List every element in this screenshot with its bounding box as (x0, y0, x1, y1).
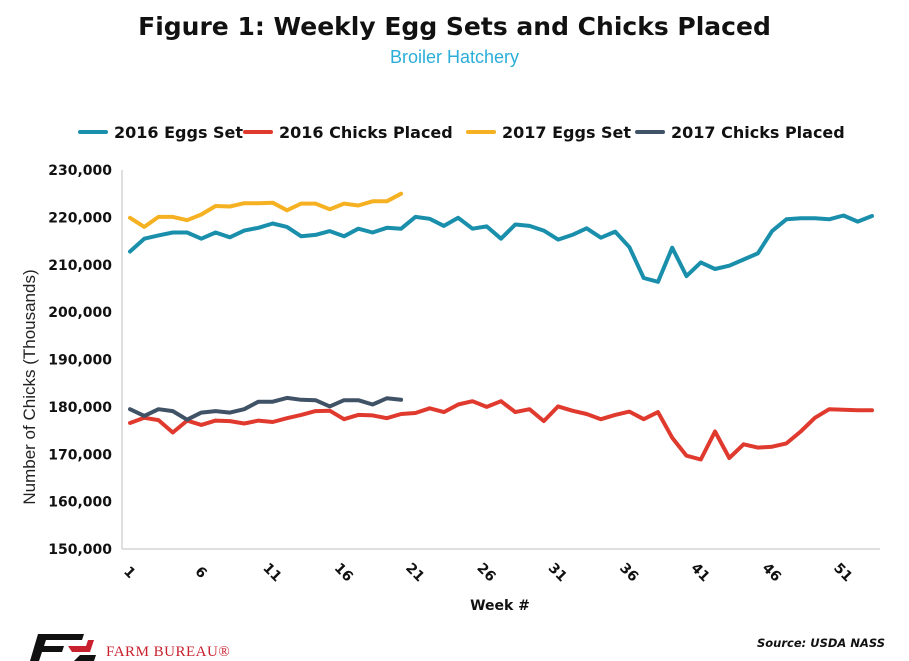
legend-label: 2017 Eggs Set (502, 122, 632, 142)
legend-swatch (78, 130, 108, 134)
y-tick-label: 150,000 (48, 542, 112, 558)
legend-label: 2017 Chicks Placed (671, 122, 845, 142)
legend-swatch (466, 130, 496, 134)
x-axis-label: Week # (470, 598, 530, 614)
y-tick-label: 220,000 (48, 210, 112, 226)
x-axis: 1 6 11 16 21 26 31 36 41 46 51 (120, 548, 880, 585)
y-tick-label: 190,000 (48, 353, 112, 369)
x-tick-label: 46 (759, 560, 784, 585)
legend-swatch (243, 130, 273, 134)
y-tick-label: 230,000 (48, 163, 112, 179)
y-axis-label: Number of Chicks (Thousands) (20, 269, 39, 504)
y-axis: 150,000 160,000 170,000 180,000 190,000 200,0… (48, 163, 123, 558)
chart-subtitle: Broiler Hatchery (389, 47, 520, 67)
legend-label: 2016 Eggs Set (114, 122, 244, 142)
farm-bureau-wordmark: FARM BUREAU® (106, 644, 231, 660)
chart-title: Figure 1: Weekly Egg Sets and Chicks Pla… (138, 12, 771, 41)
y-tick-label: 160,000 (48, 495, 112, 511)
x-tick-label: 16 (331, 560, 356, 585)
y-tick-label: 170,000 (48, 447, 112, 463)
legend-item-2016-eggs-set: 2016 Eggs Set (78, 120, 243, 144)
series-line-2016-eggs-set (128, 213, 874, 284)
series-lines (128, 191, 874, 462)
series-line-2017-chicks-placed (128, 395, 404, 422)
y-tick-label: 200,000 (48, 305, 112, 321)
farm-bureau-logo-icon (30, 634, 96, 661)
source-note: Source: USDA NASS (756, 636, 885, 650)
legend-item-2017-eggs-set: 2017 Eggs Set (466, 120, 631, 144)
y-tick-label: 210,000 (48, 258, 112, 274)
y-tick-label: 180,000 (48, 400, 112, 416)
x-tick-label: 31 (545, 560, 570, 585)
x-tick-label: 26 (473, 560, 498, 585)
legend: 2016 Eggs Set 2016 Chicks Placed 2017 Eg… (0, 120, 909, 144)
legend-label: 2016 Chicks Placed (279, 122, 453, 142)
legend-item-2016-chicks-placed: 2016 Chicks Placed (243, 120, 453, 144)
x-tick-label: 1 (120, 564, 138, 582)
x-tick-label: 11 (259, 560, 284, 585)
legend-item-2017-chicks-placed: 2017 Chicks Placed (635, 120, 845, 144)
x-tick-label: 41 (688, 560, 713, 585)
x-tick-label: 21 (402, 560, 427, 585)
legend-swatch (635, 130, 665, 134)
x-tick-label: 6 (192, 564, 210, 582)
series-line-2017-eggs-set (128, 191, 404, 229)
series-line-2016-chicks-placed (128, 399, 874, 462)
x-tick-label: 36 (616, 560, 641, 585)
x-tick-label: 51 (830, 560, 855, 585)
